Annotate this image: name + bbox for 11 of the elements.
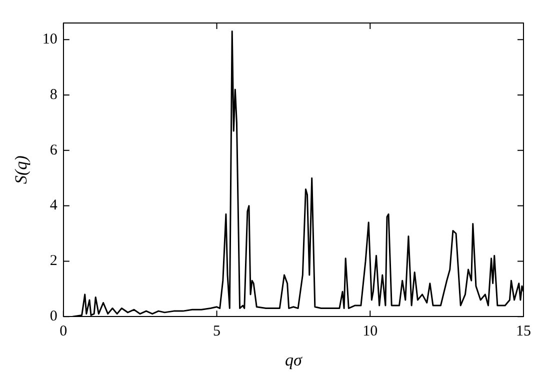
x-tick-label: 5 — [213, 324, 221, 340]
y-axis-title: S(q) — [12, 155, 31, 184]
x-axis-title: qσ — [285, 350, 303, 370]
y-tick-label: 2 — [50, 253, 58, 270]
y-tick-label: 4 — [50, 198, 58, 214]
x-tick-label: 15 — [516, 324, 531, 340]
y-tick-label: 6 — [50, 142, 58, 158]
y-tick-label: 10 — [42, 32, 58, 48]
y-tick-label: 8 — [50, 86, 58, 103]
y-tick-label: 0 — [50, 308, 58, 325]
x-tick-label: 10 — [362, 324, 378, 340]
